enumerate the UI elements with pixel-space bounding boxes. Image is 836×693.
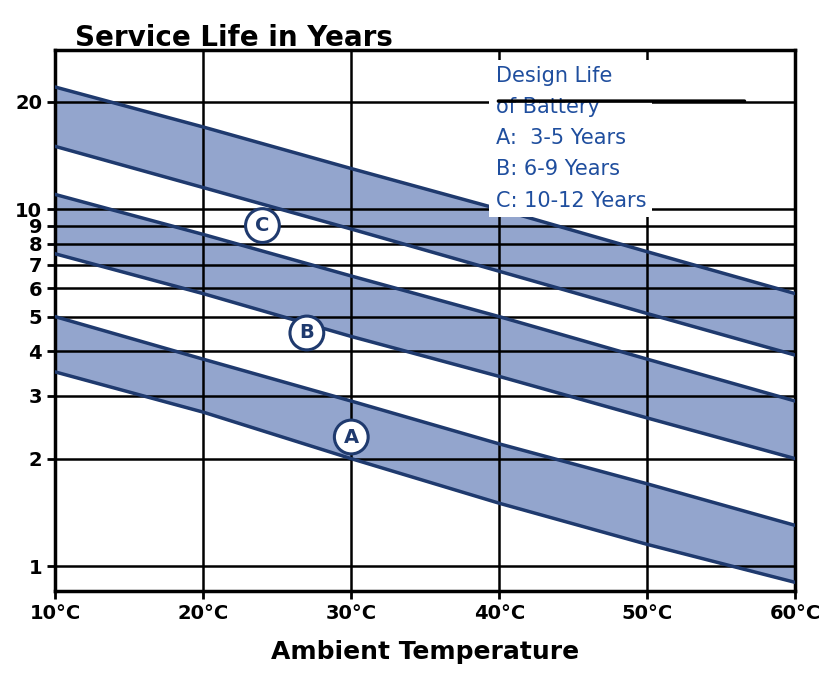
Text: A: A: [344, 428, 359, 446]
Text: Design Life
of Battery
A:  3-5 Years
B: 6-9 Years
C: 10-12 Years: Design Life of Battery A: 3-5 Years B: 6…: [496, 66, 646, 211]
X-axis label: Ambient Temperature: Ambient Temperature: [271, 640, 579, 664]
Text: C: C: [255, 216, 270, 235]
Text: Service Life in Years: Service Life in Years: [75, 24, 393, 52]
Text: B: B: [299, 324, 314, 342]
